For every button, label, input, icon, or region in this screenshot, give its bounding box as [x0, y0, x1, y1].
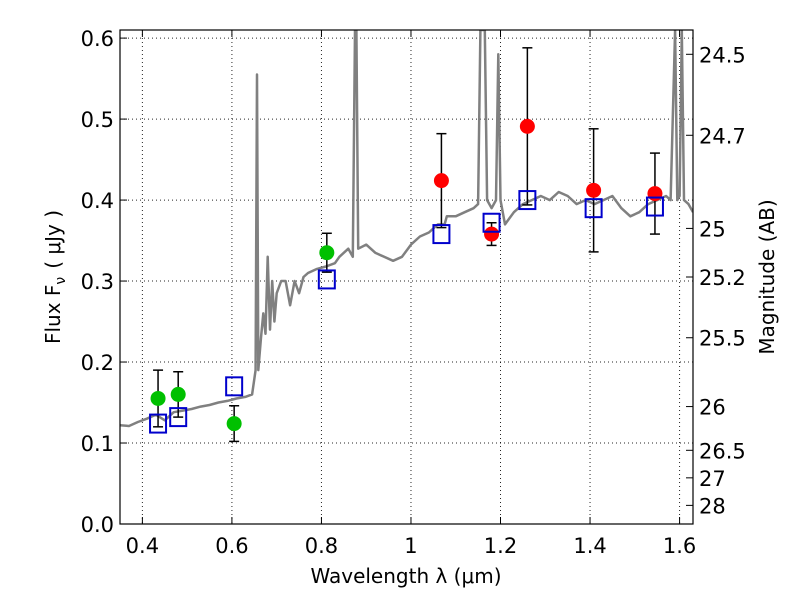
- y-axis-label-subscript: ν: [53, 277, 69, 285]
- right-tick-label: 25: [699, 217, 726, 241]
- svg-text:Flux Fν( μJy ): Flux Fν ( μJy ): [41, 210, 69, 344]
- y-tick-label: 0.2: [81, 351, 114, 375]
- x-tick-label: 1.2: [484, 534, 517, 558]
- x-tick-label: 1.4: [573, 534, 606, 558]
- y-axis-label-group: Flux Fν ( μJy ): [41, 210, 69, 344]
- y-axis-label-unit: ( μJy ): [41, 210, 65, 269]
- x-tick-label: 1.6: [663, 534, 696, 558]
- data-point: [319, 245, 335, 261]
- y-tick-label: 0.4: [81, 189, 114, 213]
- x-tick-label: 0.6: [215, 534, 248, 558]
- right-tick-label: 24.5: [699, 43, 746, 67]
- model-spectrum-line: [120, 30, 693, 428]
- data-point: [484, 226, 500, 242]
- grid-lines: [120, 30, 693, 525]
- y-tick-label: 0.6: [81, 27, 114, 51]
- model-photometry-point: [518, 190, 537, 211]
- data-point: [170, 386, 186, 402]
- data-point: [586, 182, 602, 198]
- axis-ticks: 0.4 0.6 0.8 1 1.2 1.4 1.6 0.0 0.1 0.2 0.3 0.4 0.5 0.6…: [81, 27, 746, 558]
- data-point: [433, 173, 449, 189]
- x-tick-label: 0.4: [126, 534, 159, 558]
- right-tick-label: 28: [699, 494, 726, 518]
- model-photometry-point: [149, 413, 168, 434]
- right-tick-label: 24.7: [699, 124, 746, 148]
- data-point: [226, 416, 242, 432]
- data-point: [519, 118, 535, 134]
- model-photometry-point: [317, 269, 336, 290]
- data-point: [150, 390, 166, 406]
- model-photometry-point: [584, 198, 603, 219]
- y-tick-label: 0.3: [81, 270, 114, 294]
- right-tick-label: 26: [699, 396, 726, 420]
- model-photometry-point: [482, 212, 501, 233]
- model-photometry-point: [225, 376, 244, 397]
- data-point: [647, 186, 663, 202]
- plot-area: [120, 30, 693, 443]
- plot-frame: [119, 29, 694, 525]
- model-photometry-point: [432, 224, 451, 245]
- right-tick-label: 27: [699, 467, 726, 491]
- model-photometry-point: [169, 407, 188, 428]
- y-tick-label: 0.0: [81, 513, 114, 537]
- x-axis-label: Wavelength λ (μm): [310, 564, 501, 588]
- model-photometry-point: [645, 196, 664, 217]
- right-axis-label: Magnitude (AB): [755, 199, 779, 354]
- right-tick-label: 26.5: [699, 439, 746, 463]
- y-tick-label: 0.1: [81, 432, 114, 456]
- y-axis-label: Flux F: [41, 285, 65, 344]
- right-tick-label: 25.2: [699, 266, 746, 290]
- x-tick-label: 0.8: [305, 534, 338, 558]
- right-tick-label: 25.5: [699, 327, 746, 351]
- y-tick-label: 0.5: [81, 108, 114, 132]
- x-tick-label: 1: [404, 534, 417, 558]
